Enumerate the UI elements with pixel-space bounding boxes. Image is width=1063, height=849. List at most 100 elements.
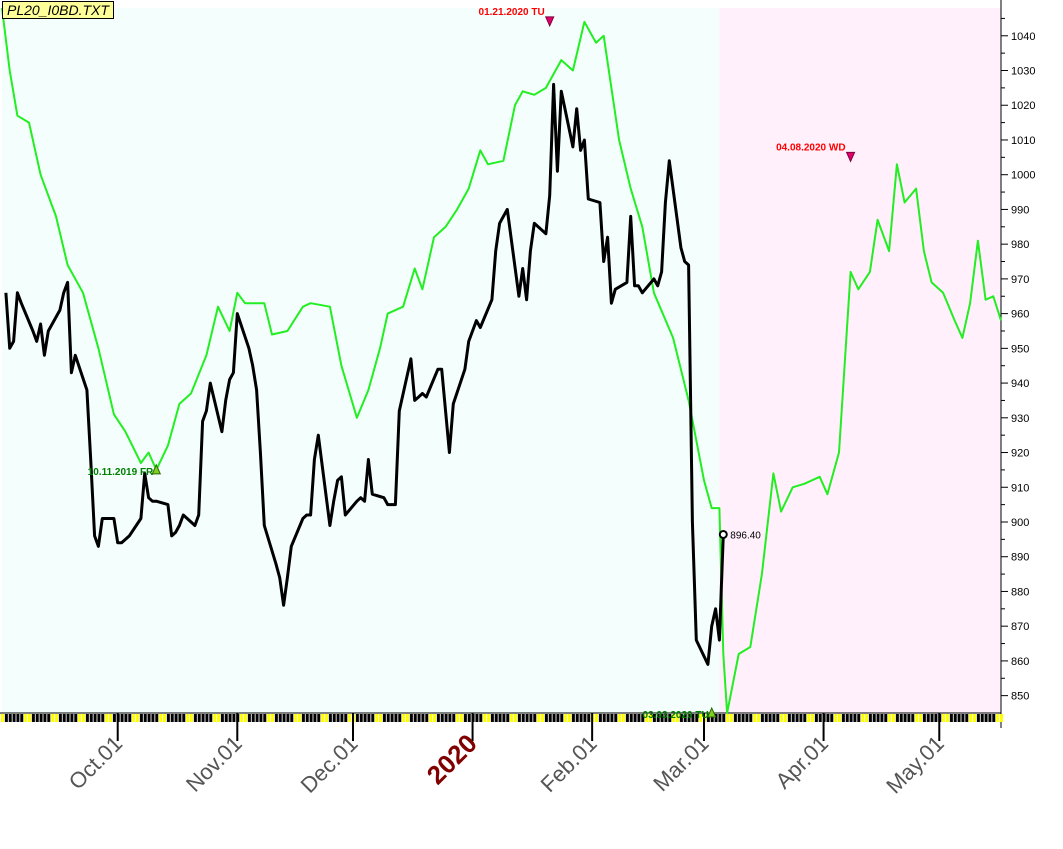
x-day-tick <box>82 714 85 722</box>
y-axis: 850 860 870 880 890 900 910 920 930 940 950 960 970 9… <box>1000 0 1035 728</box>
y-tick-label: 940 <box>1011 378 1029 390</box>
x-day-tick <box>714 714 718 722</box>
x-day-tick <box>849 714 853 722</box>
x-day-tick <box>132 714 136 722</box>
x-day-tick <box>525 714 529 722</box>
x-day-tick <box>687 714 691 722</box>
x-day-tick <box>467 714 471 722</box>
x-day-tick <box>502 714 506 722</box>
x-day-tick <box>911 714 915 722</box>
x-day-tick <box>780 714 784 722</box>
x-day-tick <box>371 714 375 722</box>
high-marker <box>845 151 856 163</box>
x-day-tick <box>652 714 656 722</box>
x-day-tick <box>317 714 321 722</box>
x-day-tick <box>583 714 587 722</box>
x-day-tick <box>4 714 8 722</box>
x-day-tick <box>961 714 965 722</box>
x-day-tick <box>942 714 946 722</box>
x-day-tick <box>452 714 456 722</box>
x-day-tick <box>706 714 710 722</box>
file-name-label: PL20_I0BD.TXT <box>2 1 114 19</box>
high-label: 04.08.2020 WD <box>776 142 846 153</box>
x-day-tick <box>992 714 996 722</box>
x-day-tick <box>988 714 992 722</box>
x-day-tick <box>695 714 699 722</box>
x-day-tick <box>294 714 298 722</box>
x-day-tick <box>710 714 714 722</box>
x-day-tick <box>151 714 155 722</box>
x-day-tick <box>899 714 903 722</box>
x-day-tick <box>676 714 679 722</box>
x-day-tick <box>205 714 209 722</box>
x-day-tick <box>834 714 838 722</box>
x-day-tick <box>240 714 244 722</box>
x-day-tick <box>722 714 726 722</box>
x-day-tick <box>394 714 398 722</box>
x-tick-label: Nov.01 <box>181 731 247 797</box>
x-day-tick <box>976 714 980 722</box>
x-day-tick <box>325 714 328 722</box>
x-day-tick <box>930 714 934 722</box>
x-day-tick <box>490 714 494 722</box>
x-day-tick <box>841 714 845 722</box>
x-day-tick <box>120 714 124 722</box>
x-day-tick <box>610 714 614 722</box>
x-day-tick <box>506 714 510 722</box>
x-day-tick <box>112 714 116 722</box>
x-day-tick <box>336 714 340 722</box>
x-day-tick <box>340 714 344 722</box>
x-day-tick <box>575 714 579 722</box>
x-day-tick <box>247 714 251 722</box>
x-day-tick <box>282 714 286 722</box>
x-day-tick <box>664 714 668 722</box>
y-tick-label: 870 <box>1011 621 1029 633</box>
x-day-tick <box>375 714 379 722</box>
x-day-tick <box>641 714 645 722</box>
x-day-tick <box>31 714 35 722</box>
x-day-tick <box>845 714 849 722</box>
x-day-tick <box>109 714 112 722</box>
x-day-tick <box>444 714 448 722</box>
x-day-tick <box>433 714 436 722</box>
x-day-tick <box>78 714 82 722</box>
x-day-tick <box>926 714 930 722</box>
x-day-tick <box>718 714 722 722</box>
x-day-tick <box>564 714 568 722</box>
x-day-tick <box>12 714 16 722</box>
x-day-tick <box>618 714 622 722</box>
x-day-tick <box>332 714 336 722</box>
x-day-tick <box>919 714 922 722</box>
x-day-tick <box>228 714 232 722</box>
x-day-tick <box>629 714 633 722</box>
x-day-tick <box>857 714 861 722</box>
x-day-tick <box>159 714 163 722</box>
y-tick-label: 1010 <box>1011 135 1035 147</box>
x-day-tick <box>587 714 591 722</box>
x-day-tick <box>888 714 892 722</box>
x-day-tick <box>811 714 814 722</box>
x-day-tick <box>922 714 926 722</box>
x-day-tick <box>645 714 649 722</box>
x-day-tick <box>915 714 919 722</box>
last-value-marker <box>718 529 728 539</box>
x-day-tick <box>733 714 737 722</box>
y-tick-label: 1000 <box>1011 170 1035 182</box>
x-day-tick <box>35 714 39 722</box>
x-day-tick <box>772 714 776 722</box>
x-day-tick <box>853 714 857 722</box>
x-day-tick <box>8 714 12 722</box>
y-tick-label: 910 <box>1011 482 1029 494</box>
x-day-tick <box>70 714 74 722</box>
x-day-tick <box>232 714 236 722</box>
x-day-tick <box>745 714 749 722</box>
x-day-tick <box>656 714 660 722</box>
y-tick-label: 900 <box>1011 517 1029 529</box>
x-day-tick <box>182 714 186 722</box>
x-day-tick <box>637 714 641 722</box>
y-tick-label: 1040 <box>1011 31 1035 43</box>
x-day-tick <box>128 714 132 722</box>
x-day-tick <box>1000 714 1003 722</box>
x-day-tick <box>47 714 51 722</box>
